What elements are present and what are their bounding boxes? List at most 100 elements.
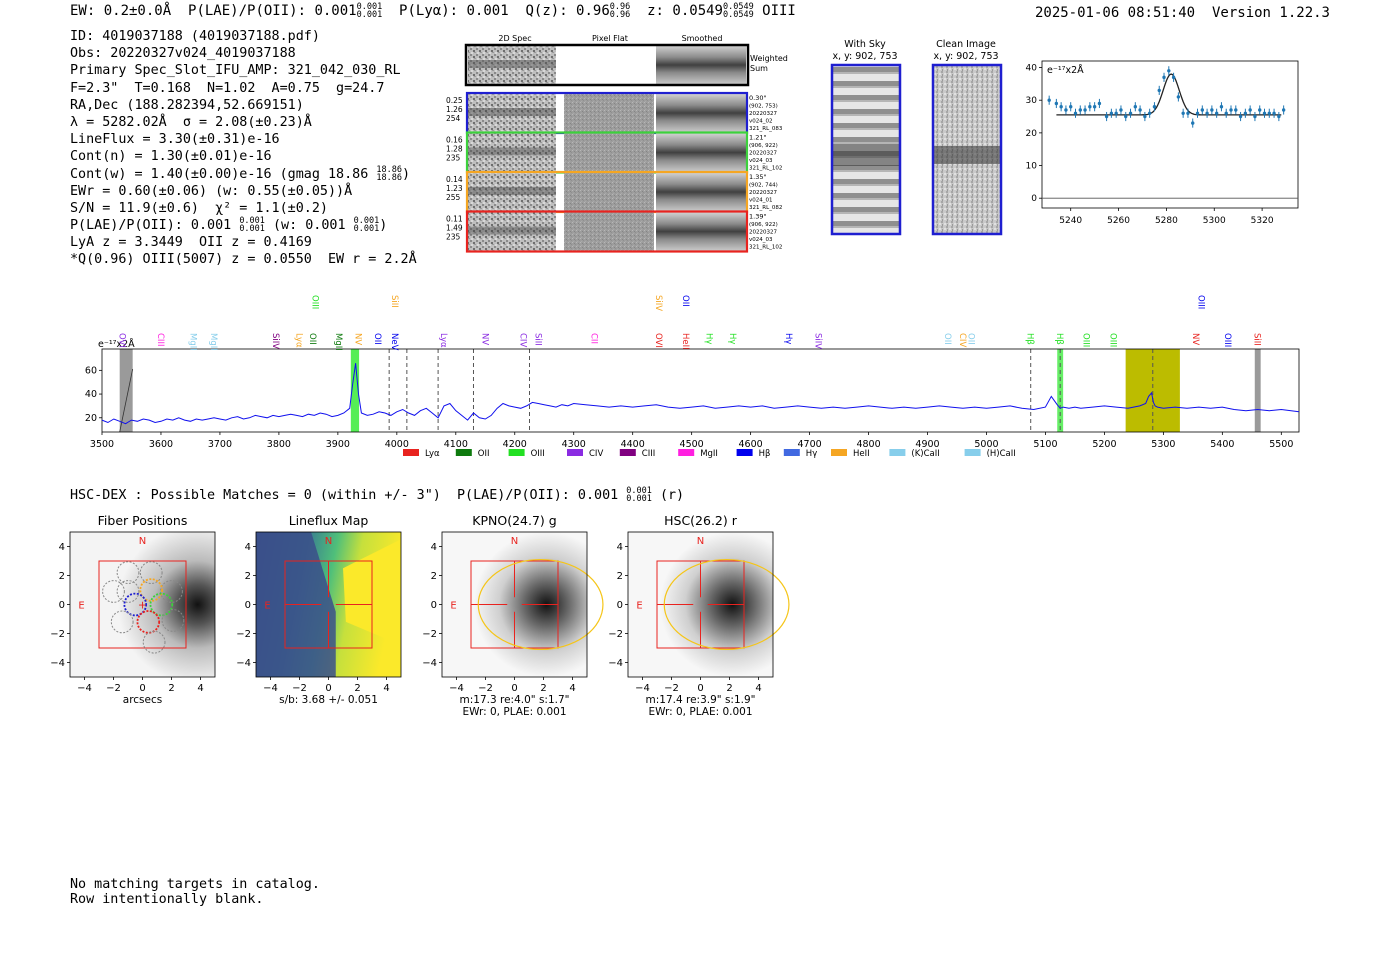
- header-plae-range: 0.001 0.001: [356, 2, 383, 20]
- header-z-range: 0.0549 0.0549: [722, 2, 754, 20]
- thumb-aperture-box: [98, 560, 187, 649]
- thumb-ytick-label: −2: [608, 629, 623, 640]
- line-id-label: Hβ: [1054, 333, 1064, 345]
- cutout-right-label: 321_RL_102: [749, 245, 782, 251]
- zoom-ytick-label: 40: [1026, 64, 1038, 74]
- line-id-label: SiII: [532, 333, 542, 346]
- spectrum-ytick-label: 40: [85, 389, 97, 400]
- legend-item: CIV: [567, 449, 603, 459]
- spectrum-xtick-label: 5100: [1033, 439, 1057, 450]
- thumb-title: HSC(26.2) r: [664, 513, 738, 528]
- thumb-xtick-label: −4: [449, 683, 464, 694]
- spectrum-xtick-label: 5200: [1092, 439, 1116, 450]
- zoom-data-point: [1078, 108, 1082, 112]
- cutout-right-label: 20220327: [749, 111, 777, 117]
- thumb-image: [442, 532, 587, 677]
- zoom-data-point: [1219, 105, 1224, 109]
- line-id-label: SiIV: [653, 295, 663, 311]
- zoom-data-point: [1205, 111, 1209, 115]
- thumb-ytick-label: 2: [431, 571, 437, 582]
- thumb-xtick-label: −2: [292, 683, 307, 694]
- full-spectrum-chart: e⁻¹⁷x2Å 20 40 60 3500 3600 3700 3800 3900 4000 41…: [85, 295, 1300, 459]
- footer-line-1: No matching targets in catalog.: [70, 877, 320, 892]
- sky-panels: With Sky x, y: 902, 753 Clean Image x, y…: [830, 39, 1003, 236]
- cutout-right-label: v024_02: [749, 119, 773, 125]
- cutout-right-label: 1.39": [749, 213, 766, 221]
- spectrum-ylabel: e⁻¹⁷x2Å: [98, 338, 135, 350]
- zoom-data-point: [1128, 111, 1133, 115]
- legend-item: (K)CaII: [889, 449, 940, 459]
- svg-text:OVI: OVI: [653, 333, 663, 348]
- spectrum-xtick-label: 4900: [915, 439, 939, 450]
- svg-text:CIV: CIV: [957, 333, 967, 347]
- zoom-data-point: [1248, 108, 1252, 112]
- spectrum-xtick-label: 4800: [856, 439, 880, 450]
- masked-region: [1254, 349, 1261, 432]
- north-label: N: [325, 536, 332, 547]
- line-id-label: Hγ: [703, 333, 713, 344]
- spectrum-xtick-label: 4000: [385, 439, 409, 450]
- thumb-ytick-label: −2: [50, 629, 65, 640]
- line-id-label: SiIV: [270, 333, 280, 349]
- spectrum-xtick-label: 5000: [974, 439, 998, 450]
- thumb-ytick-label: 4: [59, 542, 65, 553]
- legend-item: OII: [455, 449, 490, 459]
- thumb-xtick-label: −2: [106, 683, 121, 694]
- svg-text:NeV: NeV: [389, 333, 399, 351]
- info-primary-spec: Primary Spec_Slot_IFU_AMP: 321_042_030_R…: [70, 63, 401, 79]
- svg-text:SiIV: SiIV: [653, 295, 663, 311]
- line-region-hbeta: [1057, 349, 1064, 432]
- zoom-ytick-label: 20: [1026, 129, 1038, 139]
- zoom-data-point: [1191, 121, 1195, 125]
- zoom-data-point: [1262, 111, 1267, 115]
- cutout-right-label: (902, 753): [749, 104, 778, 110]
- zoom-data-point: [1088, 105, 1092, 109]
- header-summary: EW: 0.2±0.0Å P(LAE)/P(OII): 0.001 0.001 0.…: [70, 2, 796, 20]
- svg-text:OIII: OIII: [1196, 295, 1206, 309]
- zoom-data-point: [1210, 108, 1214, 112]
- thumb-xtick-label: 0: [325, 683, 331, 694]
- zoom-ytick-label: 10: [1026, 162, 1038, 172]
- svg-text:SiII: SiII: [1252, 333, 1262, 346]
- line-id-label: SiII: [389, 295, 399, 308]
- cutout-left-label: 0.25: [446, 96, 463, 105]
- line-id-label: MgII: [187, 333, 197, 351]
- svg-text:OIII: OIII: [1081, 333, 1091, 347]
- line-id-label: SiII: [1252, 333, 1262, 346]
- cutout-right-label: 0.30": [749, 94, 766, 102]
- galaxy-ellipse: [477, 558, 604, 651]
- legend-item: Lyα: [403, 449, 440, 459]
- svg-text:Lyα: Lyα: [294, 333, 304, 348]
- zoom-data-point: [1162, 75, 1166, 80]
- north-label: N: [511, 536, 518, 547]
- thumb-ytick-label: −4: [236, 658, 251, 669]
- zoom-data-point: [1186, 111, 1190, 115]
- spectrum-xtick-label: 3600: [149, 439, 173, 450]
- thumb-ytick-label: 0: [431, 600, 437, 611]
- svg-text:OII: OII: [307, 333, 317, 345]
- line-id-label: MgII: [208, 333, 218, 351]
- spectrum-xtick-label: 5500: [1269, 439, 1293, 450]
- zoom-data-point: [1243, 111, 1248, 115]
- thumb-ytick-label: 4: [431, 542, 437, 553]
- cutout-right-label: v024_03: [749, 237, 773, 243]
- zoom-ytick-label: 0: [1031, 194, 1037, 204]
- line-id-label: OVI: [653, 333, 663, 348]
- fiber-circle: [149, 592, 174, 617]
- header-plya: P(Lyα): 0.001: [399, 3, 509, 19]
- thumb-xtick-label: −2: [478, 683, 493, 694]
- north-label: N: [139, 536, 146, 547]
- line-id-label: OII: [372, 333, 382, 345]
- zoom-data-point: [1143, 114, 1147, 119]
- weighted-sum-label: Weighted: [750, 54, 788, 63]
- line-id-label: CIV: [957, 333, 967, 347]
- thumb-xlabel: arcsecs: [123, 694, 162, 706]
- east-label: E: [78, 601, 84, 612]
- thumb-ytick-label: −2: [422, 629, 437, 640]
- zoom-data-point: [1181, 111, 1185, 115]
- thumb-image: [628, 532, 773, 677]
- fiber-cutouts-panel: 2D Spec Pixel Flat Smoothed Weighted Sum…: [446, 34, 788, 253]
- line-region-oii: [350, 349, 360, 432]
